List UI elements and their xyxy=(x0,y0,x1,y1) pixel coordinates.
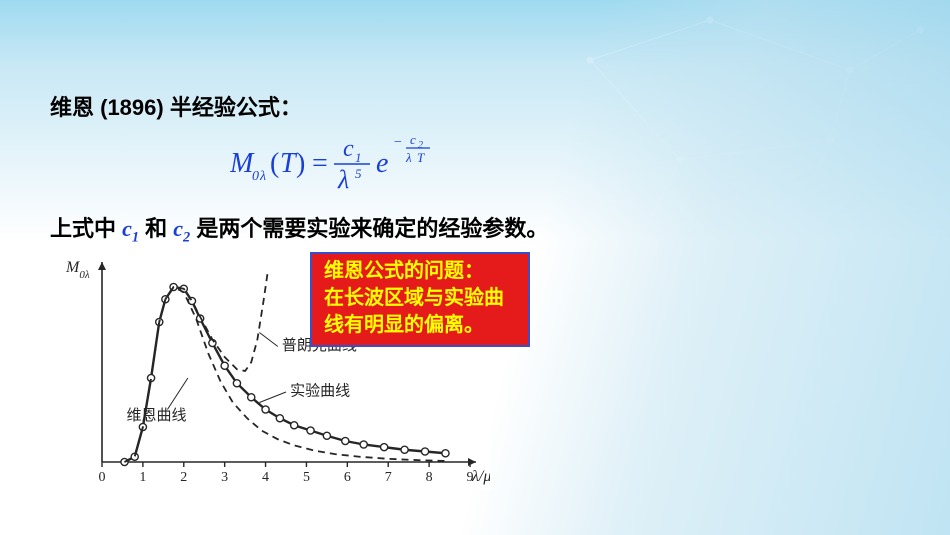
wien-formula: M 0 λ ( T ) = c 1 λ 5 e − c 2 λ T xyxy=(230,132,900,201)
svg-text:5: 5 xyxy=(303,470,310,485)
svg-text:2: 2 xyxy=(180,470,187,485)
desc-post: 是两个需要实验来确定的经验参数。 xyxy=(190,216,548,241)
svg-text:4: 4 xyxy=(262,470,269,485)
desc-pre: 上式中 xyxy=(50,216,122,241)
callout-line3: 线有明显的偏离。 xyxy=(324,312,516,339)
title-line: 维恩 (1896) 半经验公式： xyxy=(50,90,900,122)
svg-text:c: c xyxy=(410,132,416,147)
svg-text:M0λ: M0λ xyxy=(65,259,90,281)
param-c2: c2 xyxy=(173,216,190,241)
svg-text:λ: λ xyxy=(405,150,412,165)
desc-and: 和 xyxy=(139,216,173,241)
callout-line2: 在长波区域与实验曲 xyxy=(324,285,516,312)
svg-text:λ: λ xyxy=(337,165,349,194)
svg-text:1: 1 xyxy=(355,150,362,165)
svg-text:7: 7 xyxy=(385,470,392,485)
svg-text:0: 0 xyxy=(252,169,259,184)
svg-text:λ: λ xyxy=(259,169,266,184)
svg-text:5: 5 xyxy=(355,166,362,181)
svg-text:T: T xyxy=(417,150,425,165)
svg-text:(: ( xyxy=(270,148,279,179)
svg-text:e: e xyxy=(376,148,388,179)
chart-area: 0123456789λ/μmM0λ维恩曲线普朗克曲线实验曲线 维恩公式的问题： … xyxy=(50,252,900,490)
svg-text:1: 1 xyxy=(139,470,146,485)
svg-text:维恩曲线: 维恩曲线 xyxy=(127,407,187,424)
problem-callout: 维恩公式的问题： 在长波区域与实验曲 线有明显的偏离。 xyxy=(310,252,530,347)
svg-text:6: 6 xyxy=(344,470,351,485)
svg-text:): ) xyxy=(296,148,305,179)
svg-text:8: 8 xyxy=(426,470,433,485)
callout-line1: 维恩公式的问题： xyxy=(324,258,516,285)
svg-text:λ/μm: λ/μm xyxy=(471,468,490,485)
svg-text:实验曲线: 实验曲线 xyxy=(290,383,350,400)
param-c1: c1 xyxy=(122,216,139,241)
svg-text:3: 3 xyxy=(221,470,228,485)
svg-text:c: c xyxy=(343,136,354,162)
svg-text:0: 0 xyxy=(99,470,106,485)
svg-text:=: = xyxy=(312,148,328,179)
svg-text:−: − xyxy=(394,135,402,150)
slide-content: 维恩 (1896) 半经验公式： M 0 λ ( T ) = c 1 λ 5 e… xyxy=(0,0,950,510)
desc-line: 上式中 c1 和 c2 是两个需要实验来确定的经验参数。 xyxy=(50,211,900,246)
